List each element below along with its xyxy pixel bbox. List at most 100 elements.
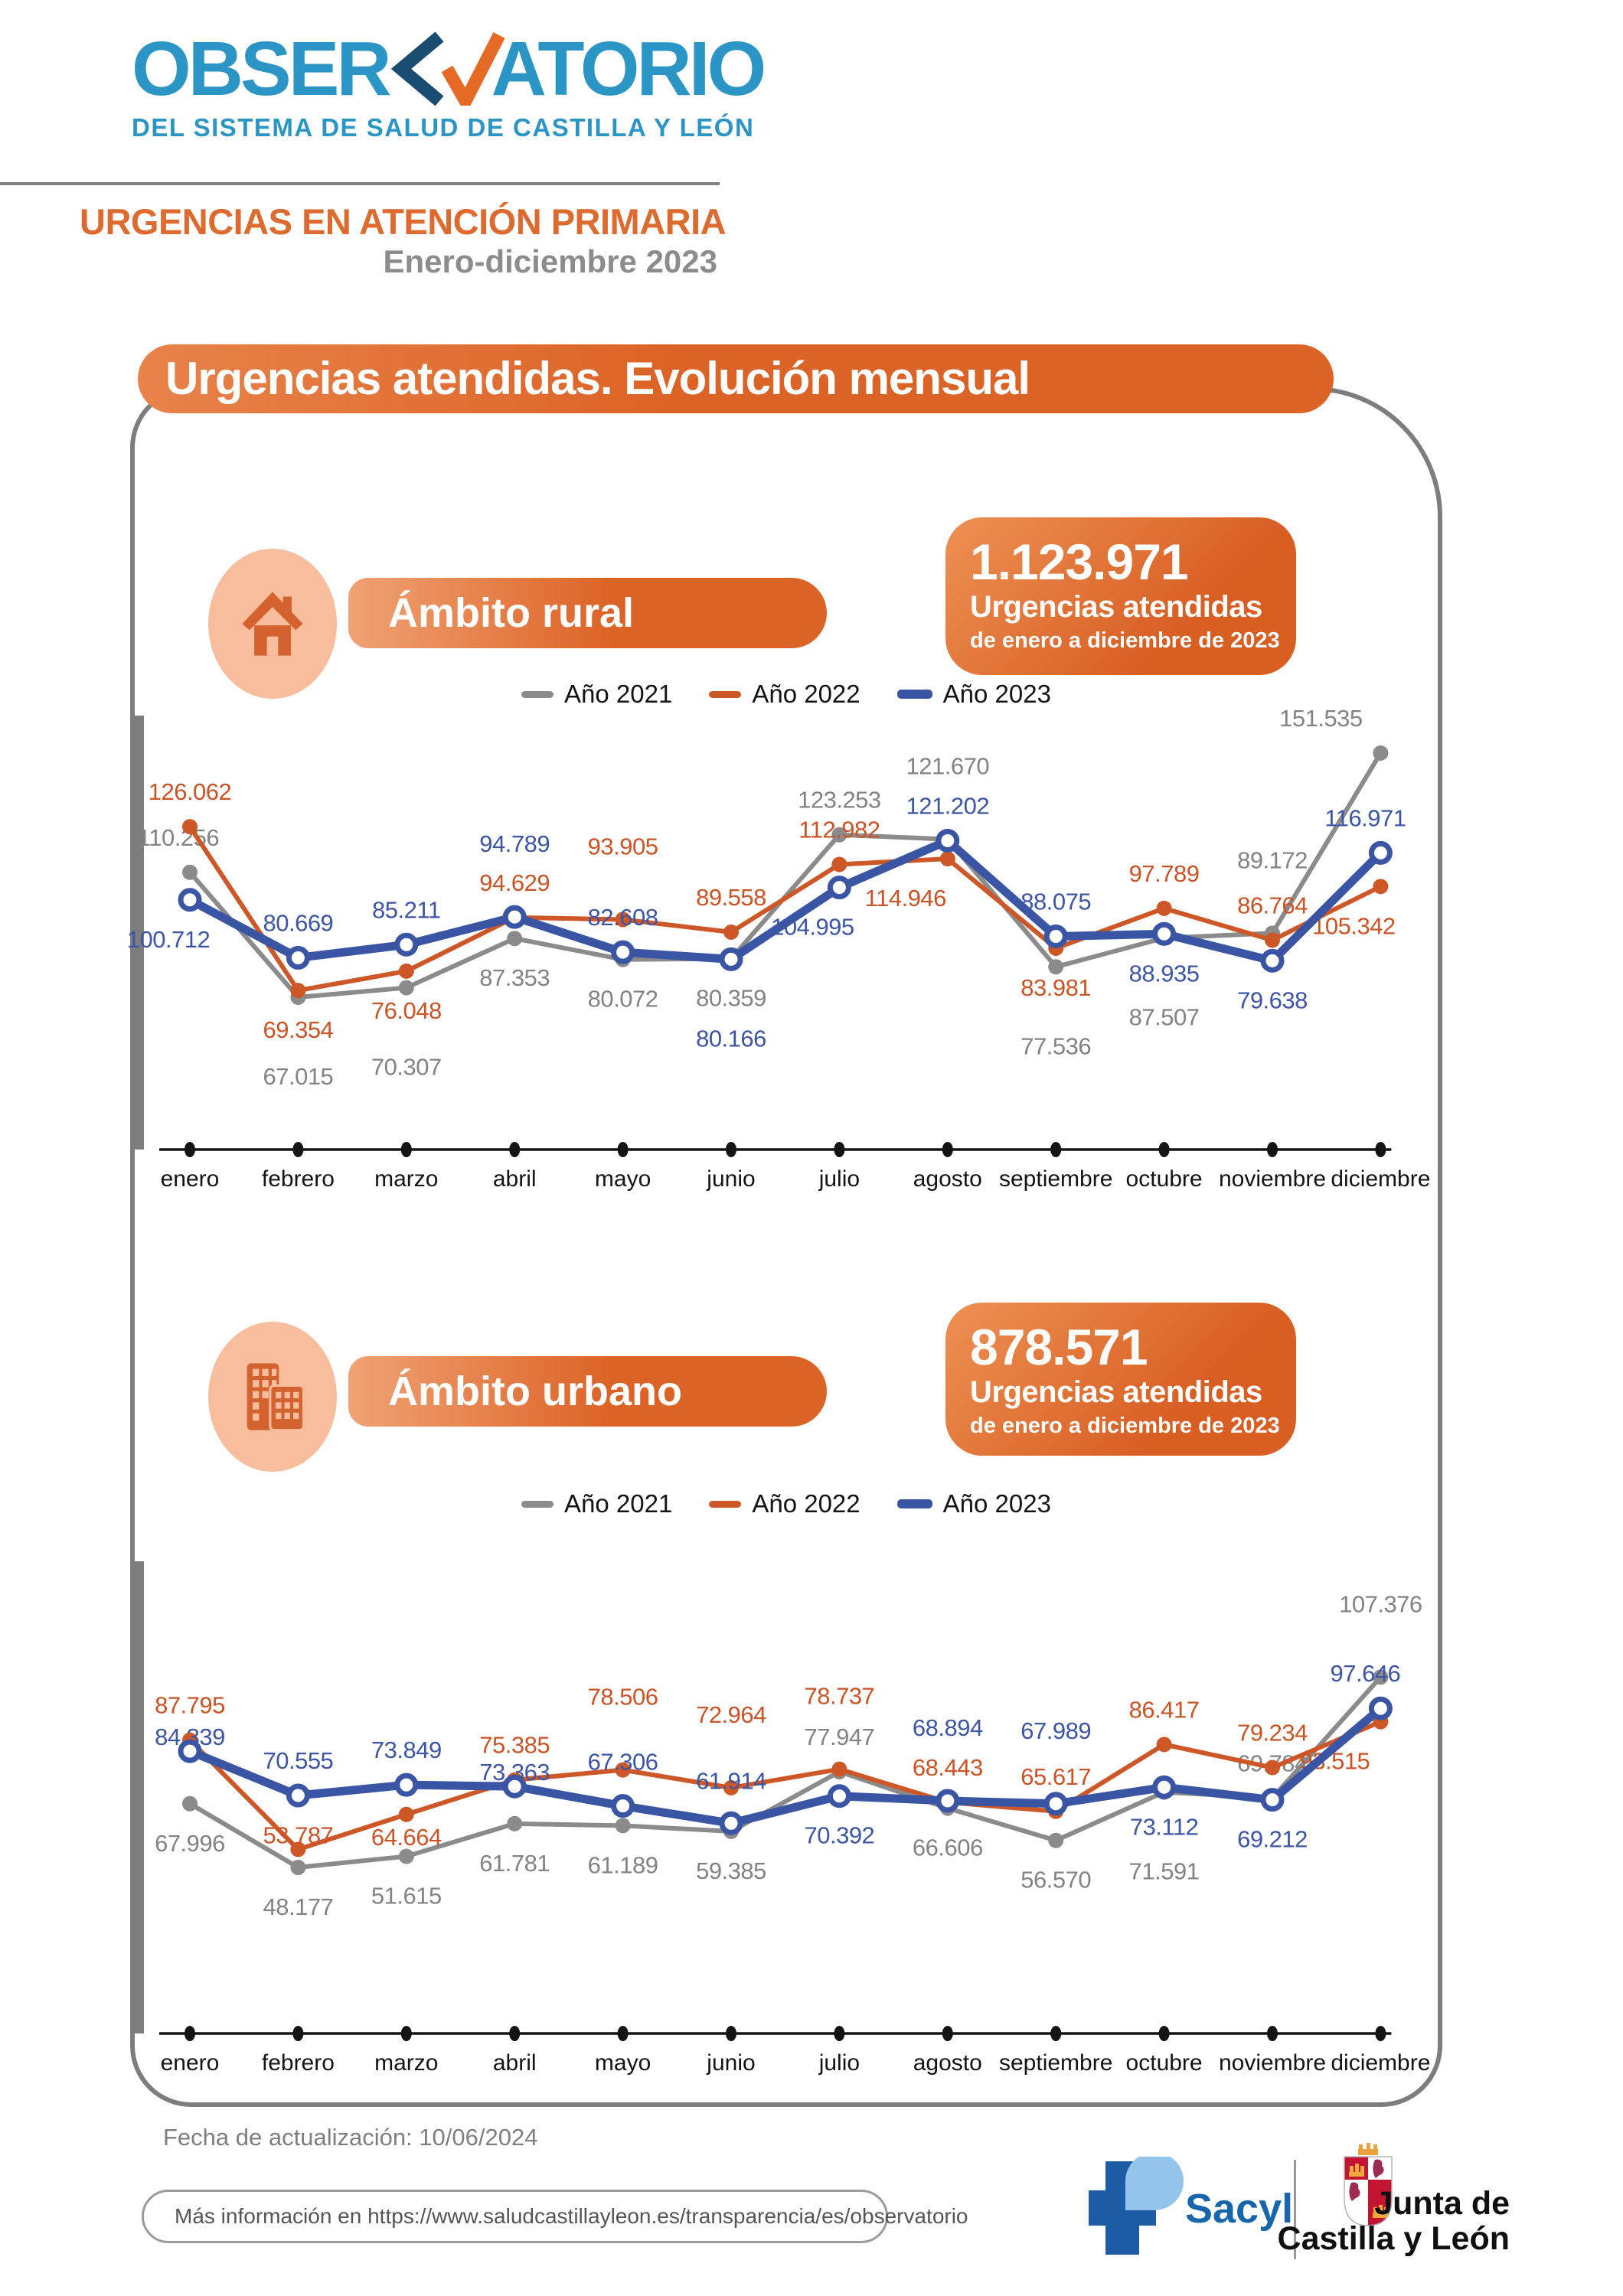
data-point bbox=[939, 851, 955, 867]
value-label: 68.894 bbox=[913, 1714, 983, 1741]
data-point-open bbox=[1043, 924, 1068, 948]
value-label: 76.048 bbox=[371, 997, 442, 1024]
value-label: 66.606 bbox=[913, 1835, 983, 1861]
x-tick-dot bbox=[726, 1142, 736, 1157]
urban-total-line1: Urgencias atendidas bbox=[970, 1375, 1262, 1409]
value-label: 73.363 bbox=[479, 1759, 550, 1786]
data-point-open bbox=[719, 1811, 743, 1835]
month-label: febrero bbox=[262, 1166, 335, 1192]
data-point-open bbox=[827, 876, 851, 900]
data-point bbox=[1373, 745, 1389, 761]
value-label: 72.964 bbox=[696, 1701, 766, 1728]
value-label: 82.608 bbox=[588, 904, 658, 931]
data-point bbox=[1048, 959, 1064, 975]
value-label: 87.795 bbox=[155, 1692, 225, 1719]
data-point bbox=[1156, 900, 1172, 916]
series-line bbox=[188, 1705, 1383, 1828]
data-point-open bbox=[719, 947, 743, 971]
value-label: 80.359 bbox=[696, 985, 766, 1012]
observatorio-logo: OBSER ATORIO DEL SISTEMA DE SALUD DE CAS… bbox=[132, 31, 766, 142]
x-tick-dot bbox=[292, 2026, 304, 2041]
urban-total-card: 878.571 Urgencias atendidas de enero a d… bbox=[945, 1303, 1296, 1456]
rural-section-label: Ámbito rural bbox=[348, 578, 827, 648]
legend-item-2023: Año 2023 bbox=[896, 1489, 1051, 1518]
value-label: 94.789 bbox=[479, 830, 550, 857]
value-label: 67.306 bbox=[588, 1749, 658, 1776]
month-label: noviembre bbox=[1219, 1166, 1326, 1192]
x-tick-dot bbox=[1158, 1142, 1170, 1157]
data-point-open bbox=[611, 940, 635, 964]
data-point bbox=[1156, 1737, 1172, 1753]
value-label: 89.558 bbox=[696, 884, 766, 911]
month-label: enero bbox=[161, 2050, 220, 2076]
data-point bbox=[615, 912, 631, 928]
x-tick-dot bbox=[1375, 2026, 1386, 2041]
month-label: junio bbox=[706, 2050, 755, 2076]
logo-check-icon bbox=[390, 32, 505, 106]
data-point-open bbox=[1043, 1792, 1068, 1816]
value-label: 51.615 bbox=[371, 1883, 442, 1910]
rural-total-line1: Urgencias atendidas bbox=[970, 589, 1262, 624]
data-point bbox=[507, 931, 523, 947]
value-label: 110.256 bbox=[138, 824, 219, 851]
value-label: 123.253 bbox=[798, 787, 881, 814]
x-tick-dot bbox=[509, 2026, 521, 2041]
value-label: 93.905 bbox=[588, 833, 658, 859]
value-label: 121.202 bbox=[906, 792, 990, 819]
x-tick-dot bbox=[400, 1142, 412, 1157]
value-label: 79.638 bbox=[1237, 987, 1308, 1013]
x-tick-dot bbox=[834, 2026, 845, 2041]
x-tick-dot bbox=[1050, 2026, 1062, 2041]
data-point-open bbox=[936, 1789, 960, 1813]
value-label: 68.443 bbox=[913, 1754, 983, 1781]
x-tick-dot bbox=[1050, 1142, 1062, 1157]
month-label: octubre bbox=[1126, 2050, 1203, 2076]
data-point-open bbox=[502, 1774, 527, 1799]
data-point-open bbox=[1152, 1775, 1177, 1799]
value-label: 80.072 bbox=[588, 986, 658, 1013]
legend-dash-2022 bbox=[709, 690, 742, 698]
buildings-icon bbox=[247, 1363, 305, 1432]
value-label: 78.737 bbox=[804, 1683, 874, 1710]
house-icon bbox=[242, 592, 303, 656]
data-point-open bbox=[286, 1783, 310, 1808]
more-info-link[interactable]: Más información en https://www.saludcast… bbox=[142, 2190, 968, 2243]
month-label: abril bbox=[493, 2050, 537, 2076]
x-tick-dot bbox=[1267, 1142, 1278, 1157]
data-point-open bbox=[1260, 948, 1285, 973]
series-line bbox=[188, 836, 1384, 965]
x-tick-dot bbox=[942, 2026, 953, 2041]
value-label: 48.177 bbox=[263, 1893, 333, 1920]
month-label: mayo bbox=[595, 1166, 651, 1192]
urban-icon-badge bbox=[208, 1322, 337, 1472]
data-point bbox=[615, 1818, 631, 1834]
value-label: 121.670 bbox=[906, 753, 990, 780]
legend-dash-2021 bbox=[521, 1500, 554, 1508]
month-label: marzo bbox=[374, 1166, 438, 1192]
month-label: enero bbox=[161, 1166, 220, 1192]
rural-total-card: 1.123.971 Urgencias atendidas de enero a… bbox=[945, 517, 1296, 675]
junta-line1: Junta de bbox=[1374, 2185, 1510, 2222]
series-line bbox=[188, 1719, 1382, 1852]
value-label: 61.781 bbox=[479, 1850, 550, 1877]
value-label: 112.982 bbox=[798, 816, 880, 843]
junta-line2: Castilla y León bbox=[1277, 2220, 1510, 2257]
month-label: agosto bbox=[913, 2050, 982, 2076]
data-point-open bbox=[502, 905, 527, 929]
value-label: 65.617 bbox=[1020, 1763, 1091, 1790]
legend-label-2021: Año 2021 bbox=[564, 680, 673, 708]
value-label: 67.996 bbox=[155, 1830, 225, 1857]
data-point-open bbox=[827, 1784, 851, 1808]
banner-part2: Evolución mensual bbox=[612, 353, 1030, 404]
legend-item-2021: Año 2021 bbox=[521, 680, 672, 709]
rural-total-value: 1.123.971 bbox=[970, 533, 1189, 590]
update-date: Fecha de actualización: 10/06/2024 bbox=[163, 2124, 538, 2151]
value-label: 97.646 bbox=[1330, 1660, 1400, 1687]
series-año-2021: 67.996 48.177 51.615 61.781 61.189 59.385 77.9… bbox=[155, 1590, 1422, 1920]
value-label: 78.506 bbox=[588, 1684, 658, 1711]
month-label: octubre bbox=[1126, 1166, 1203, 1192]
value-label: 87.507 bbox=[1129, 1004, 1200, 1031]
legend-dash-2022 bbox=[709, 1500, 742, 1508]
value-label: 114.946 bbox=[865, 885, 946, 912]
